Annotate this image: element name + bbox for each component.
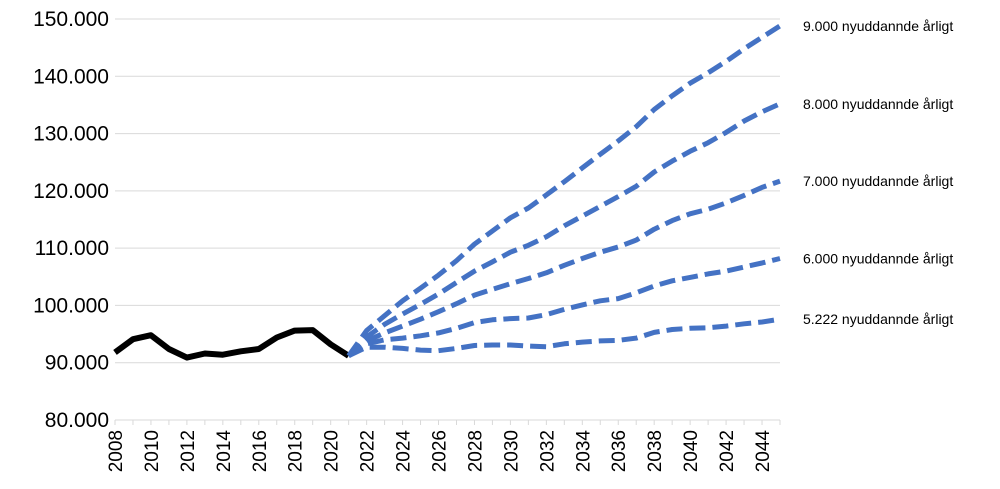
x-tick-label: 2026 (430, 430, 451, 472)
y-tick-label: 130.000 (33, 123, 109, 146)
projection-line (346, 101, 782, 358)
y-axis: 80.000 90.000 100.000 110.000 120.000 130.000… (33, 8, 109, 432)
x-tick-label: 2044 (753, 430, 774, 473)
x-axis: 2008 2010 2012 2014 2016 2018 2020 2022 2024 2026… (106, 419, 781, 473)
x-tick-label: 2030 (501, 430, 522, 472)
x-tick-label: 2038 (645, 430, 666, 472)
x-tick-label: 2040 (681, 430, 702, 472)
grid-lines (115, 18, 780, 421)
x-tick-label: 2016 (250, 430, 271, 472)
historical-line (113, 327, 351, 361)
projection-line (347, 256, 781, 358)
y-tick-label: 150.000 (33, 8, 109, 31)
series-labels: 9.000 nyuddannde årligt 8.000 nyuddannde … (803, 18, 953, 327)
y-tick-label: 120.000 (33, 180, 109, 203)
x-tick-label: 2018 (286, 430, 307, 472)
x-tick-label: 2014 (214, 430, 235, 473)
series-label: 5.222 nyuddannde årligt (803, 311, 953, 327)
y-tick-label: 140.000 (33, 65, 109, 88)
y-tick-label: 110.000 (35, 237, 109, 260)
x-tick-label: 2020 (322, 430, 343, 472)
projection-line (347, 178, 781, 358)
x-tick-label: 2036 (609, 430, 630, 472)
projection-line (346, 23, 782, 358)
x-tick-label: 2008 (106, 430, 127, 472)
x-tick-label: 2042 (717, 430, 738, 472)
x-tick-label: 2024 (394, 430, 415, 473)
series-lines (113, 23, 782, 361)
x-tick-label: 2010 (142, 430, 163, 472)
series-label: 9.000 nyuddannde årligt (803, 18, 953, 34)
projection-line (347, 316, 781, 359)
y-tick-label: 80.000 (45, 409, 109, 432)
series-label: 7.000 nyuddannde årligt (803, 173, 953, 189)
x-tick-label: 2034 (573, 430, 594, 473)
series-label: 6.000 nyuddannde årligt (803, 250, 953, 266)
y-tick-label: 100.000 (33, 294, 109, 317)
x-tick-label: 2022 (358, 430, 379, 472)
y-tick-label: 90.000 (45, 352, 109, 375)
x-tick-label: 2032 (537, 430, 558, 472)
x-tick-label: 2028 (465, 430, 486, 472)
series-label: 8.000 nyuddannde årligt (803, 96, 953, 112)
x-tick-label: 2012 (178, 430, 199, 472)
